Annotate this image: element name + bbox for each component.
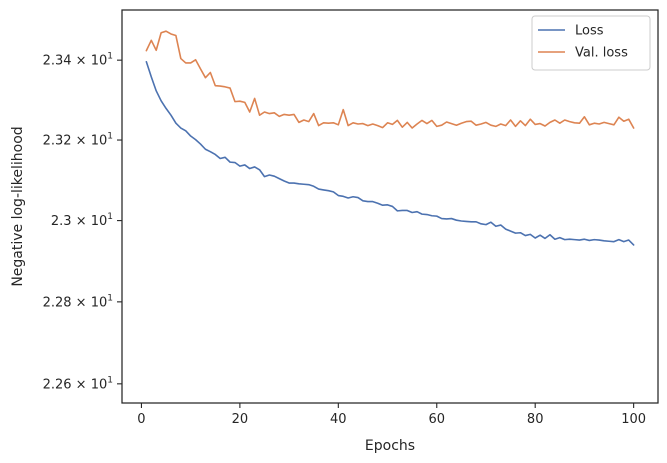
x-tick-label: 40	[330, 412, 347, 427]
x-tick-label: 0	[137, 412, 145, 427]
legend-label-2: Val. loss	[575, 46, 628, 61]
y-axis-ticks: 2.26 × 101 2.28 × 101 2.3 × 101 2.32 × 101 2…	[43, 52, 122, 392]
x-tick-label: 60	[428, 412, 445, 427]
x-axis-ticks: 0 20 40 60 80 100	[137, 403, 646, 427]
plot-frame	[121, 9, 659, 404]
legend: Loss Val. loss	[531, 15, 651, 71]
x-tick-label: 100	[621, 412, 646, 427]
series-line-2	[145, 30, 635, 129]
x-tick-label: 80	[527, 412, 544, 427]
y-tick-label: 2.34 × 101	[43, 52, 113, 69]
series-layer	[145, 30, 635, 246]
legend-label-1: Loss	[575, 24, 604, 39]
y-tick-label: 2.26 × 101	[43, 375, 113, 392]
x-axis-label: Epochs	[365, 438, 415, 454]
x-tick-label: 20	[232, 412, 249, 427]
series-line-1	[145, 60, 635, 246]
y-axis-label: Negative log-likelihood	[10, 126, 26, 286]
y-tick-label: 2.28 × 101	[43, 293, 113, 310]
y-tick-label: 2.32 × 101	[43, 132, 113, 149]
y-tick-label: 2.3 × 101	[51, 212, 113, 229]
